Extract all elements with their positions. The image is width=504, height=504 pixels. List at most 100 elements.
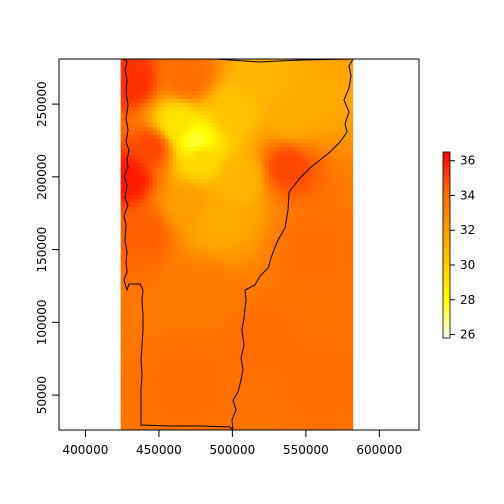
raster-cell [208,267,214,272]
raster-cell [264,227,270,232]
raster-cell [300,335,306,340]
raster-cell [328,387,334,392]
raster-cell [304,351,310,356]
raster-cell [264,119,270,124]
raster-cell [152,291,158,296]
raster-cell [200,83,206,88]
raster-cell [344,67,350,72]
raster-cell [204,227,210,232]
raster-cell [308,207,314,212]
raster-cell [176,107,182,112]
raster-cell [188,243,194,248]
raster-cell [316,175,322,180]
raster-cell [268,155,274,160]
raster-cell [224,215,230,220]
raster-cell [300,267,306,272]
raster-cell [148,271,154,276]
raster-cell [324,331,330,336]
raster-cell [252,239,258,244]
raster-cell [296,147,302,152]
raster-cell [184,247,190,252]
raster-cell [216,119,222,124]
raster-cell [228,271,234,276]
raster-cell [188,279,194,284]
raster-cell [284,267,290,272]
raster-cell [188,227,194,232]
raster-cell [260,67,266,72]
raster-cell [320,171,326,176]
raster-cell [256,95,262,100]
raster-cell [304,391,310,396]
raster-cell [176,203,182,208]
raster-cell [304,167,310,172]
raster-cell [344,247,350,252]
raster-cell [328,219,334,224]
raster-cell [236,343,242,348]
raster-cell [324,75,330,80]
raster-cell [144,187,150,192]
raster-cell [132,151,138,156]
raster-cell [160,327,166,332]
raster-cell [164,243,170,248]
raster-cell [340,187,346,192]
raster-cell [296,387,302,392]
raster-cell [272,195,278,200]
raster-cell [164,311,170,316]
raster-cell [256,335,262,340]
raster-cell [272,275,278,280]
raster-cell [228,351,234,356]
raster-cell [220,379,226,384]
raster-cell [328,255,334,260]
raster-cell [344,187,350,192]
raster-cell [280,171,286,176]
raster-cell [252,367,258,372]
raster-cell [312,363,318,368]
raster-cell [240,99,246,104]
raster-cell [208,339,214,344]
raster-cell [248,339,254,344]
raster-cell [192,151,198,156]
raster-cell [224,203,230,208]
raster-cell [200,215,206,220]
raster-cell [344,319,350,324]
raster-cell [196,63,202,68]
raster-cell [156,375,162,380]
raster-cell [200,351,206,356]
raster-cell [268,67,274,72]
raster-cell [144,243,150,248]
raster-cell [196,79,202,84]
raster-cell [216,179,222,184]
raster-cell [288,299,294,304]
raster-cell [316,235,322,240]
raster-cell [348,291,354,296]
raster-cell [188,391,194,396]
raster-cell [136,163,142,168]
raster-cell [240,175,246,180]
raster-cell [308,295,314,300]
raster-cell [240,303,246,308]
raster-cell [276,259,282,264]
raster-cell [140,215,146,220]
raster-cell [288,347,294,352]
raster-cell [216,275,222,280]
raster-cell [180,359,186,364]
raster-cell [336,179,342,184]
raster-cell [296,347,302,352]
raster-cell [304,283,310,288]
raster-cell [332,263,338,268]
raster-cell [172,99,178,104]
raster-cell [276,167,282,172]
raster-cell [228,283,234,288]
raster-cell [280,215,286,220]
raster-cell [260,211,266,216]
raster-cell [344,131,350,136]
raster-cell [156,395,162,400]
raster-cell [320,367,326,372]
raster-cell [212,335,218,340]
raster-cell [152,87,158,92]
raster-cell [252,343,258,348]
raster-cell [156,199,162,204]
raster-cell [348,159,354,164]
raster-cell [220,151,226,156]
